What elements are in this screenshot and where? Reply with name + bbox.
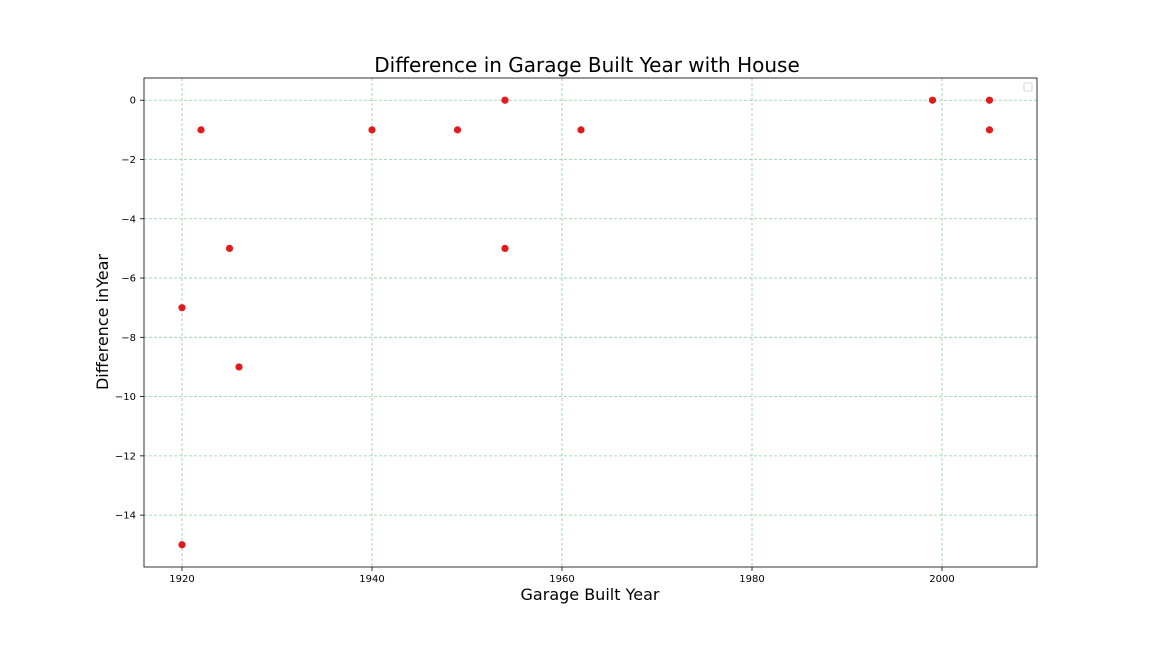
x-tick-label: 1980: [739, 574, 764, 585]
y-axis-label: Difference inYear: [93, 254, 112, 390]
legend-box: [1023, 82, 1033, 92]
y-tick-label: −10: [115, 392, 136, 403]
scatter-point: [501, 244, 509, 253]
scatter-point: [985, 126, 994, 134]
x-tick-label: 1920: [169, 574, 194, 585]
x-axis-label: Garage Built Year: [521, 585, 660, 604]
x-tick-label: 2000: [929, 574, 954, 585]
data-points: [178, 96, 994, 549]
scatter-point: [235, 363, 243, 371]
y-tick-label: −8: [121, 333, 136, 344]
axis-ticks: 1920 1940 1960 1980 2000 0 −2 −4 −6 −8 −10 −12 −14: [115, 96, 955, 585]
scatter-point: [178, 541, 186, 549]
y-tick-label: −14: [115, 511, 136, 522]
y-tick-label: −2: [121, 155, 136, 166]
scatter-point: [225, 244, 234, 253]
x-tick-label: 1940: [359, 574, 384, 585]
y-tick-label: 0: [130, 96, 136, 107]
y-tick-label: −12: [115, 451, 136, 462]
scatter-point: [985, 96, 994, 104]
y-tick-label: −4: [121, 214, 136, 225]
plot-frame: [143, 77, 1038, 568]
scatter-point: [368, 126, 376, 134]
grid-lines: [144, 78, 1037, 567]
scatter-point: [197, 126, 205, 134]
y-tick-label: −6: [121, 274, 136, 285]
scatter-point: [453, 126, 462, 134]
scatter-point: [577, 126, 585, 134]
x-tick-label: 1960: [549, 574, 574, 585]
scatter-point: [928, 96, 937, 104]
scatter-point: [501, 96, 509, 104]
scatter-point: [178, 304, 186, 312]
chart-title: Difference in Garage Built Year with Hou…: [374, 53, 800, 77]
